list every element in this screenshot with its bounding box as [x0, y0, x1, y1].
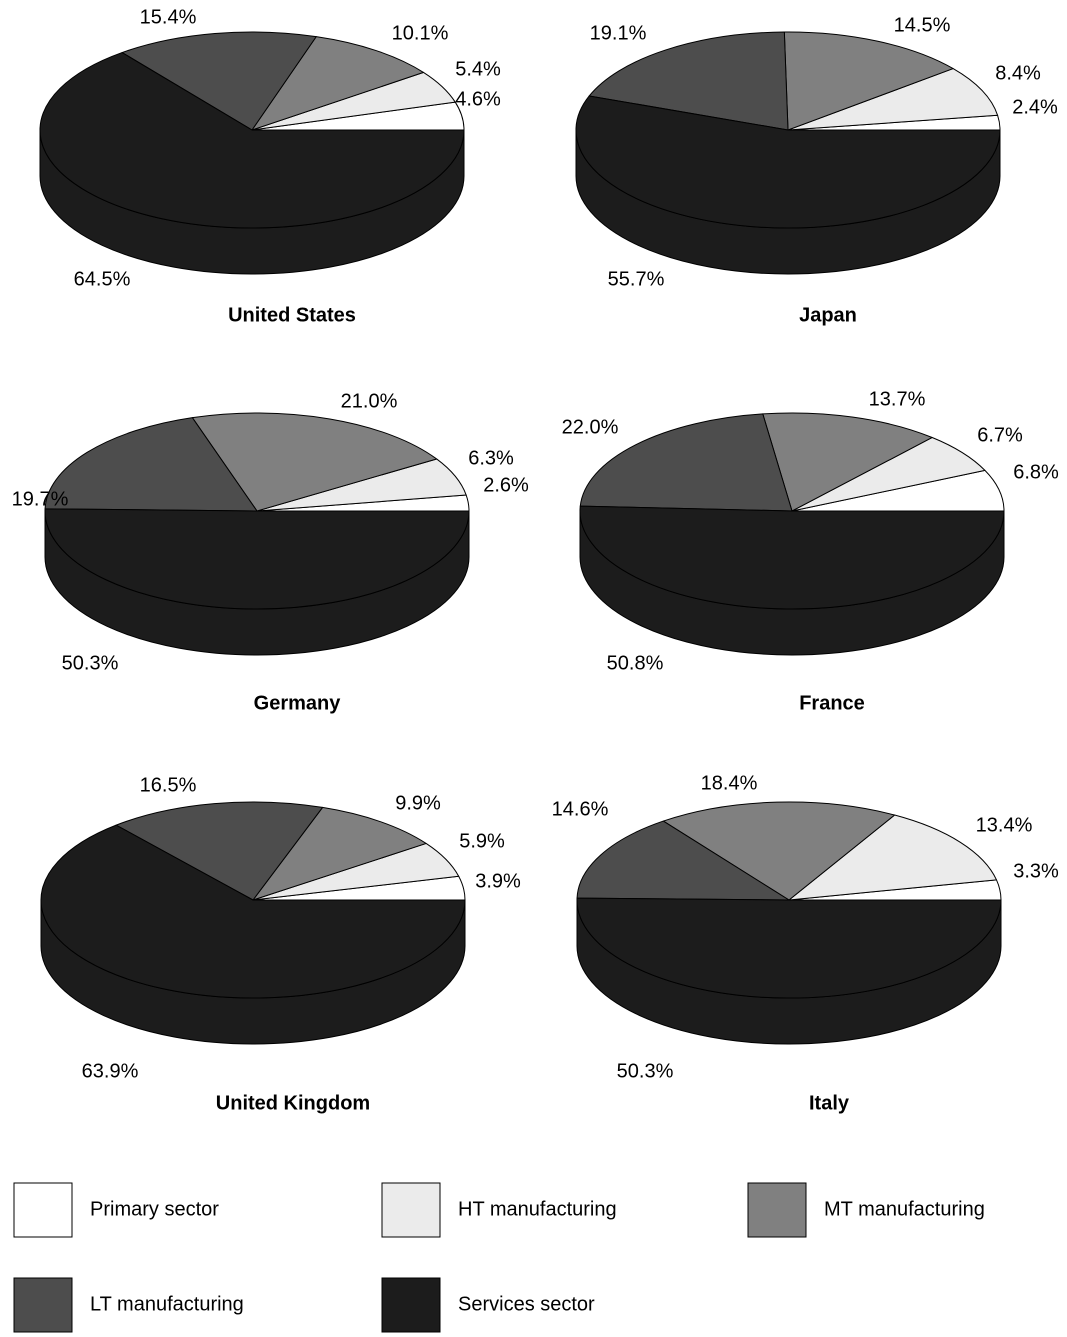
pie-label-services-sector: 64.5%: [74, 268, 131, 290]
pie-slice-ht-manufacturing: [788, 814, 997, 901]
pie-label-primary-sector: 2.6%: [483, 474, 529, 496]
pie-slice-services-sector: [576, 897, 1002, 999]
pie-slice-lt-manufacturing: [576, 820, 790, 901]
pie-label-primary-sector: 4.6%: [455, 88, 501, 110]
pie-label-mt-manufacturing: 9.9%: [395, 792, 441, 814]
pie-chart-germany: 2.6% 6.3% 21.0% 19.7% 50.3% Germany: [12, 390, 529, 714]
chart-title: France: [799, 692, 865, 714]
chart-title: United States: [228, 304, 356, 326]
pie-chart-united-kingdom: 3.9% 5.9% 9.9% 16.5% 63.9% United Kingdom: [40, 774, 521, 1114]
legend-item-ht-manufacturing: HT manufacturing: [381, 1182, 617, 1238]
legend-label: Services sector: [458, 1293, 595, 1315]
pie-label-lt-manufacturing: 14.6%: [552, 798, 609, 820]
legend: Primary sector HT manufacturing MT manufac…: [13, 1182, 985, 1333]
legend-label: Primary sector: [90, 1198, 219, 1220]
pie-label-lt-manufacturing: 15.4%: [140, 6, 197, 28]
pie-slice-services-sector: [579, 505, 1005, 610]
pie-label-ht-manufacturing: 13.4%: [976, 814, 1033, 836]
pie-label-mt-manufacturing: 13.7%: [869, 388, 926, 410]
pie-chart-united-states: 4.6% 5.4% 10.1% 15.4% 64.5% United States: [39, 6, 501, 326]
pie-label-primary-sector: 3.9%: [475, 870, 521, 892]
legend-item-mt-manufacturing: MT manufacturing: [747, 1182, 985, 1238]
legend-swatch: [381, 1277, 441, 1333]
pie-slice-mt-manufacturing: [252, 806, 427, 901]
legend-item-primary-sector: Primary sector: [13, 1182, 219, 1238]
pie-label-ht-manufacturing: 8.4%: [995, 62, 1041, 84]
pie-label-mt-manufacturing: 18.4%: [701, 772, 758, 794]
legend-swatch: [13, 1182, 73, 1238]
legend-label: HT manufacturing: [458, 1198, 617, 1220]
pie-label-primary-sector: 2.4%: [1012, 96, 1058, 118]
pie-slice-ht-manufacturing: [787, 68, 999, 131]
pie-label-lt-manufacturing: 16.5%: [140, 774, 197, 796]
pie-slice-mt-manufacturing: [191, 412, 438, 512]
pie-label-services-sector: 63.9%: [82, 1060, 139, 1082]
pie-slice-lt-manufacturing: [115, 801, 324, 901]
legend-item-services-sector: Services sector: [381, 1277, 595, 1333]
pie-slice-lt-manufacturing: [588, 31, 789, 131]
pie-label-lt-manufacturing: 22.0%: [562, 416, 619, 438]
pie-slice-lt-manufacturing: [579, 413, 793, 512]
pie-slice-services-sector: [39, 52, 465, 229]
pie-label-lt-manufacturing: 19.1%: [590, 22, 647, 44]
legend-swatch: [381, 1182, 441, 1238]
pie-label-primary-sector: 3.3%: [1013, 860, 1059, 882]
legend-swatch: [13, 1277, 73, 1333]
pie-slice-lt-manufacturing: [44, 417, 258, 512]
pie-slice-mt-manufacturing: [662, 801, 896, 901]
pie-label-services-sector: 50.8%: [607, 652, 664, 674]
legend-swatch: [747, 1182, 807, 1238]
legend-label: MT manufacturing: [824, 1198, 985, 1220]
pie-chart-france: 6.8% 6.7% 13.7% 22.0% 50.8% France: [562, 388, 1059, 714]
chart-title: United Kingdom: [216, 1092, 370, 1114]
chart-title: Japan: [799, 304, 857, 326]
pie-label-mt-manufacturing: 21.0%: [341, 390, 398, 412]
pie-label-mt-manufacturing: 14.5%: [894, 14, 951, 36]
pie-label-ht-manufacturing: 5.9%: [459, 830, 505, 852]
pie-label-mt-manufacturing: 10.1%: [392, 22, 449, 44]
pie-label-ht-manufacturing: 6.7%: [977, 424, 1023, 446]
pie-label-services-sector: 50.3%: [62, 652, 119, 674]
pie-label-primary-sector: 6.8%: [1013, 461, 1059, 483]
pie-label-lt-manufacturing: 19.7%: [12, 488, 69, 510]
pie-slice-services-sector: [575, 95, 1001, 229]
legend-label: LT manufacturing: [90, 1293, 244, 1315]
pie-chart-japan: 2.4% 8.4% 14.5% 19.1% 55.7% Japan: [575, 14, 1058, 326]
pie-slice-mt-manufacturing: [251, 36, 425, 131]
pie-label-services-sector: 55.7%: [608, 268, 665, 290]
pie-slice-mt-manufacturing: [783, 31, 954, 131]
chart-title: Italy: [809, 1092, 850, 1114]
pie-slice-services-sector: [44, 508, 470, 610]
pie-slice-lt-manufacturing: [121, 31, 317, 131]
pie-slice-services-sector: [40, 824, 466, 999]
pie-slice-mt-manufacturing: [762, 412, 933, 512]
pie-label-ht-manufacturing: 6.3%: [468, 447, 514, 469]
pie-label-services-sector: 50.3%: [617, 1060, 674, 1082]
pie-chart-italy: 3.3% 13.4% 18.4% 14.6% 50.3% Italy: [552, 772, 1059, 1114]
chart-title: Germany: [254, 692, 342, 714]
legend-item-lt-manufacturing: LT manufacturing: [13, 1277, 244, 1333]
pie-label-ht-manufacturing: 5.4%: [455, 58, 501, 80]
